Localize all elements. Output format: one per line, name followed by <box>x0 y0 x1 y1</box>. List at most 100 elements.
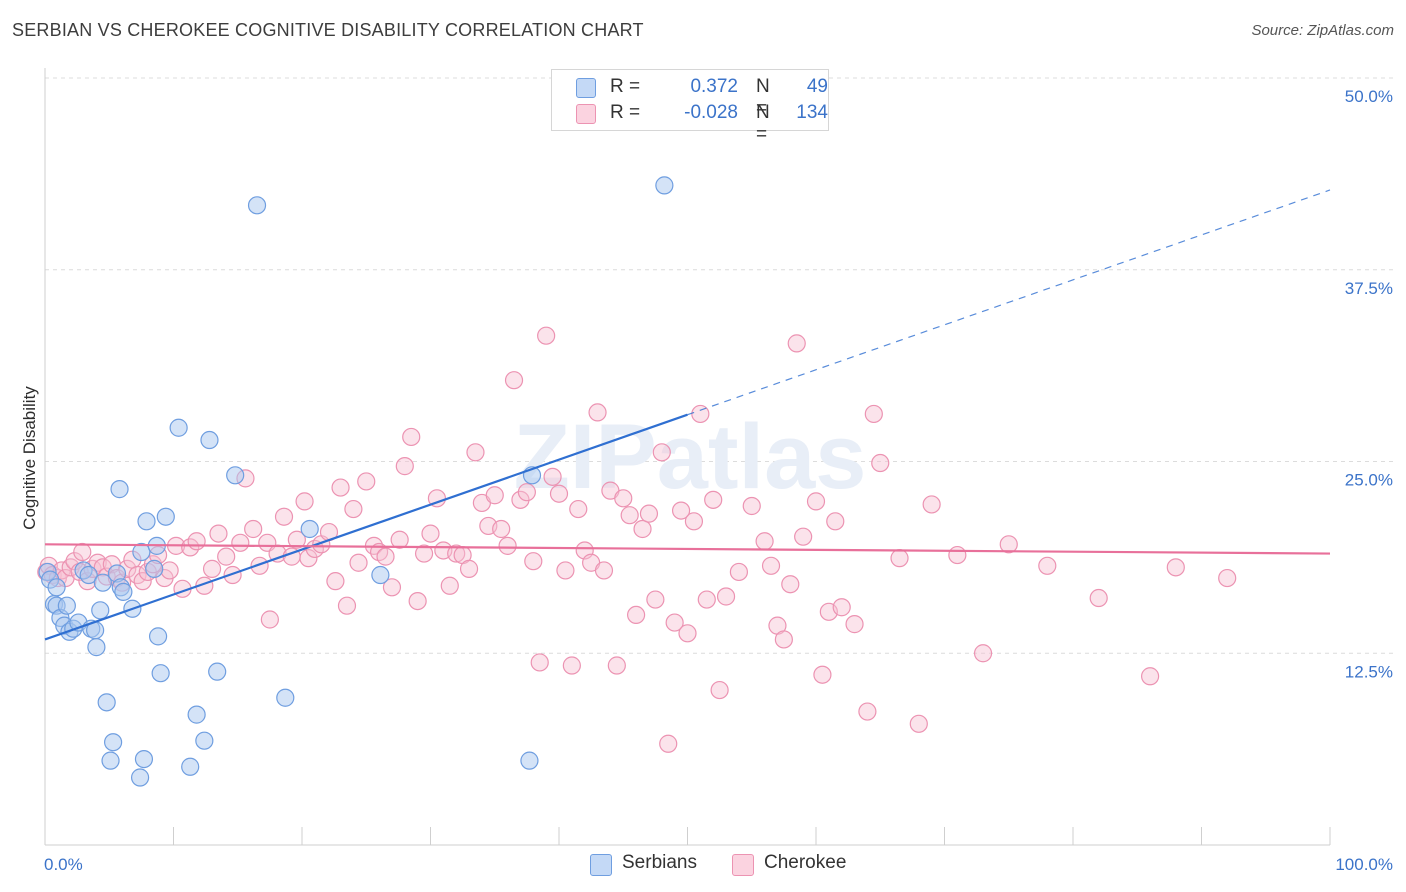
cherokee-point <box>209 524 228 543</box>
cherokee-swatch <box>576 104 596 124</box>
cherokee-point <box>382 578 402 597</box>
cherokee-point <box>492 519 511 539</box>
cherokee-point <box>421 524 440 543</box>
r-value: 0.372 <box>690 76 738 97</box>
cherokee-point <box>504 371 524 390</box>
cherokee-point <box>376 547 395 566</box>
serbians-swatch <box>590 854 612 876</box>
cherokee-point <box>390 530 409 549</box>
cherokee-point <box>704 490 723 509</box>
serbians-point <box>130 768 150 787</box>
cherokee-point <box>440 576 459 595</box>
cherokee-point <box>1038 556 1057 575</box>
serbians-point <box>57 596 76 615</box>
cherokee-point <box>562 656 581 675</box>
cherokee-point <box>871 453 890 473</box>
serbians-point <box>97 693 116 712</box>
serbians-point <box>371 565 390 585</box>
cherokee-point <box>845 615 864 634</box>
cherokee-point <box>250 556 269 575</box>
cherokee-point <box>755 532 774 551</box>
cherokee-point <box>447 544 466 563</box>
grid-lines <box>45 77 1393 654</box>
cherokee-point <box>999 535 1018 554</box>
serbians-trend-extension <box>687 189 1331 416</box>
cherokee-point <box>710 680 729 700</box>
cherokee-point <box>223 565 242 585</box>
serbians-point <box>247 196 267 215</box>
cherokee-point <box>909 714 928 733</box>
cherokee-point <box>646 590 665 609</box>
x-tick-label: 0.0% <box>44 855 83 874</box>
cherokee-point <box>231 533 250 552</box>
n-label: N = <box>756 102 770 145</box>
cherokee-point <box>402 427 421 447</box>
y-tick-label: 25.0% <box>1345 471 1393 490</box>
cherokee-trend-line <box>44 543 1331 555</box>
cherokee-point <box>864 404 883 424</box>
cherokee-point <box>826 512 845 531</box>
cherokee-point <box>556 561 575 580</box>
cherokee-point <box>665 613 684 632</box>
serbians-point <box>181 757 200 776</box>
cherokee-point <box>671 501 691 520</box>
r-label: R = <box>610 102 641 123</box>
legend-label-serbians: Serbians <box>622 852 697 873</box>
cherokee-point <box>73 542 92 562</box>
serbians-point <box>200 430 219 450</box>
serbians-point <box>101 751 120 770</box>
serbians-point <box>226 466 245 485</box>
serbians-swatch <box>576 78 596 98</box>
cherokee-point <box>1140 667 1160 686</box>
serbians-point <box>104 733 123 752</box>
x-tick-label: 100.0% <box>1335 855 1393 874</box>
cherokee-point <box>133 572 152 591</box>
source-label: Source: ZipAtlas.com <box>1251 22 1394 39</box>
cherokee-point <box>774 630 793 649</box>
cherokee-point <box>260 610 279 629</box>
serbians-point <box>145 559 164 578</box>
cherokee-point <box>652 443 671 462</box>
serbians-point <box>110 480 129 499</box>
cherokee-point <box>684 512 704 531</box>
cherokee-point <box>326 572 345 591</box>
cherokee-point <box>331 478 350 497</box>
cherokee-point <box>1166 558 1185 577</box>
r-value: -0.028 <box>684 102 738 123</box>
cherokee-point <box>691 404 710 424</box>
serbians-point <box>114 582 133 601</box>
cherokee-point <box>794 527 813 546</box>
cherokee-point <box>588 403 607 422</box>
cherokee-point <box>530 653 549 672</box>
cherokee-point <box>287 530 306 549</box>
cherokee-point <box>466 443 485 462</box>
serbians-point <box>134 749 154 769</box>
cherokee-point <box>1089 588 1108 608</box>
cherokee-points <box>37 326 1237 753</box>
serbians-point <box>148 627 168 646</box>
cherokee-point <box>614 489 633 508</box>
cherokee-point <box>524 552 543 571</box>
cherokee-point <box>549 484 569 503</box>
trend-lines <box>44 189 1331 641</box>
cherokee-point <box>274 507 294 526</box>
serbians-point <box>276 688 295 707</box>
cherokee-point <box>890 549 909 568</box>
cherokee-point <box>485 486 504 505</box>
serbians-point <box>137 512 156 531</box>
serbians-point <box>520 751 539 770</box>
y-tick-label: 50.0% <box>1345 87 1393 106</box>
cherokee-point <box>781 575 800 594</box>
cherokee-point <box>607 656 626 675</box>
y-tick-label: 37.5% <box>1345 279 1393 298</box>
cherokee-point <box>349 553 368 572</box>
cherokee-point <box>659 734 678 753</box>
cherokee-point <box>569 499 588 519</box>
cherokee-point <box>633 519 652 539</box>
cherokee-point <box>217 547 236 566</box>
cherokee-point <box>922 495 941 514</box>
cherokee-point <box>160 561 179 580</box>
chart-title: SERBIAN VS CHEROKEE COGNITIVE DISABILITY… <box>12 20 644 40</box>
cherokee-point <box>806 492 826 511</box>
serbians-point <box>151 664 170 683</box>
